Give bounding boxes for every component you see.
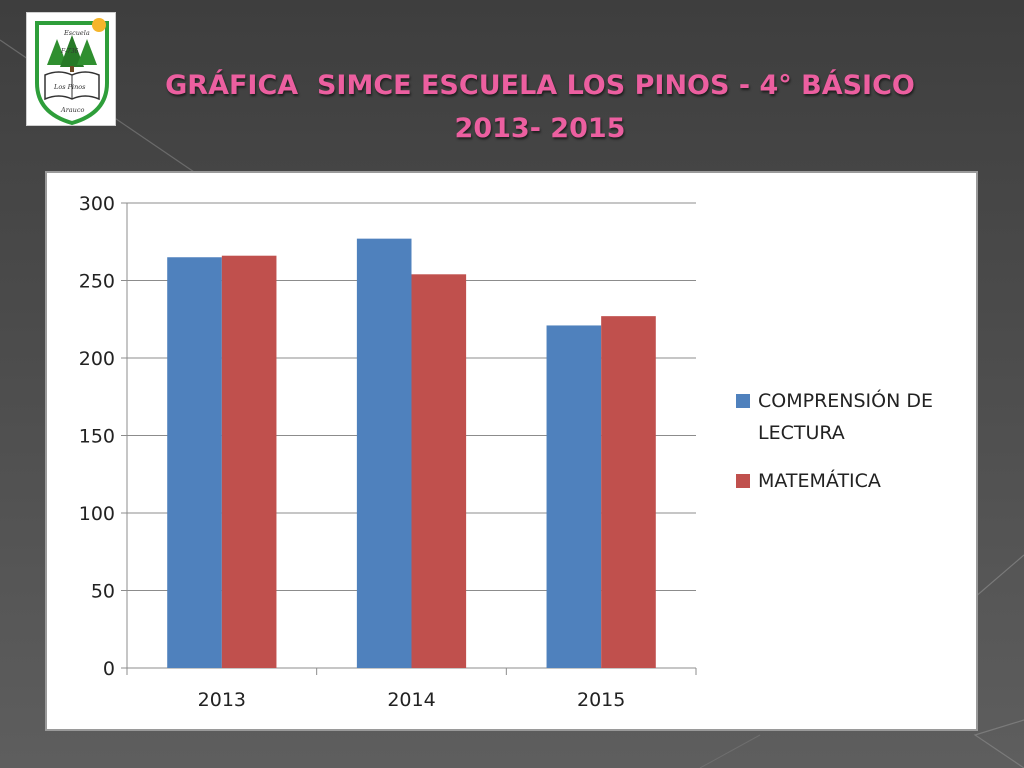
legend-swatch bbox=[736, 394, 750, 408]
y-tick-label: 250 bbox=[79, 271, 115, 293]
bar-chart: 0 50 100 150 200 250 300 2013 2014 2015 bbox=[79, 193, 697, 711]
x-tick-label: 2015 bbox=[577, 689, 625, 711]
logo-text-top: Escuela bbox=[63, 29, 90, 37]
y-tick-label: 100 bbox=[79, 503, 115, 525]
logo-text-number: F-736 bbox=[60, 48, 79, 55]
legend-item: COMPRENSIÓN DE LECTURA bbox=[734, 385, 964, 449]
logo-text-bottom: Arauco bbox=[60, 106, 85, 114]
pine-trees-icon bbox=[47, 35, 97, 72]
open-book-icon bbox=[44, 71, 100, 101]
bar bbox=[167, 257, 222, 668]
y-tick-label: 0 bbox=[103, 658, 115, 680]
x-tick-label: 2013 bbox=[198, 689, 246, 711]
legend-label: COMPRENSIÓN DE bbox=[758, 390, 933, 412]
legend-label: LECTURA bbox=[758, 422, 845, 444]
chart-legend: COMPRENSIÓN DE LECTURA MATEMÁTICA bbox=[734, 385, 964, 513]
y-tick-label: 300 bbox=[79, 193, 115, 215]
legend-label: MATEMÁTICA bbox=[758, 470, 881, 492]
legend-swatch bbox=[736, 474, 750, 488]
y-tick-label: 50 bbox=[91, 581, 115, 603]
y-tick-label: 200 bbox=[79, 348, 115, 370]
logo-text-book: Los Pinos bbox=[53, 83, 86, 91]
bar bbox=[546, 325, 602, 668]
slide-title-line-1: GRÁFICA SIMCE ESCUELA LOS PINOS - 4° BÁS… bbox=[165, 70, 915, 101]
y-tick-label: 150 bbox=[79, 426, 115, 448]
slide-title-line-2: 2013- 2015 bbox=[454, 113, 626, 144]
bar bbox=[356, 238, 412, 668]
school-logo: Escuela F-736 Los Pinos Arauco bbox=[26, 12, 116, 126]
chart-panel: 0 50 100 150 200 250 300 2013 2014 2015 COMPRENSI… bbox=[45, 171, 978, 731]
bar bbox=[221, 255, 277, 668]
x-tick-label: 2014 bbox=[387, 689, 435, 711]
legend-item: MATEMÁTICA bbox=[734, 465, 964, 497]
sun-icon bbox=[92, 18, 106, 32]
bar bbox=[601, 316, 656, 668]
bar bbox=[411, 274, 467, 668]
